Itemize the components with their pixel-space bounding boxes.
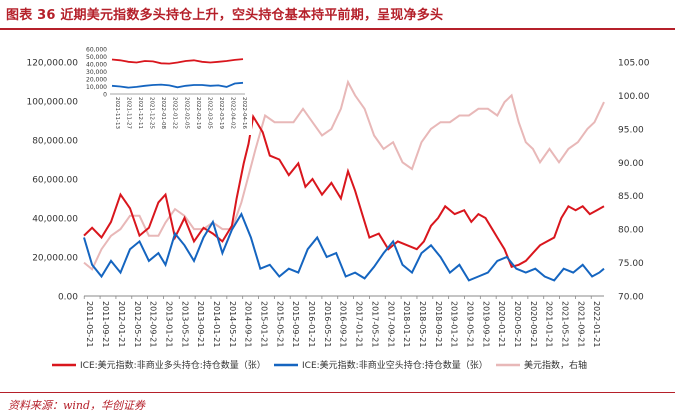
x-tick-label: 2021-01-21 bbox=[545, 301, 554, 348]
title-divider bbox=[0, 28, 675, 30]
y-right-tick-label: 75.00 bbox=[618, 259, 644, 269]
x-tick-label: 2018-05-21 bbox=[418, 301, 427, 348]
inset-x-tick-label: 2022-03-19 bbox=[218, 97, 224, 129]
y-left-tick-label: 40,000.00 bbox=[32, 215, 78, 225]
y-right-tick-label: 100.00 bbox=[618, 92, 650, 102]
x-tick-label: 2022-01-21 bbox=[592, 301, 601, 348]
inset-y-tick-label: 20,000 bbox=[86, 77, 107, 84]
x-tick-label: 2014-09-21 bbox=[244, 301, 253, 348]
y-left-tick-label: 60,000.00 bbox=[32, 176, 78, 186]
x-tick-label: 2018-01-21 bbox=[402, 301, 411, 348]
x-tick-label: 2012-05-21 bbox=[133, 301, 142, 348]
x-tick-label: 2017-09-21 bbox=[386, 301, 395, 348]
x-tick-label: 2017-05-21 bbox=[370, 301, 379, 348]
x-tick-label: 2014-05-21 bbox=[228, 301, 237, 348]
y-right-tick-label: 90.00 bbox=[618, 159, 644, 169]
inset-background bbox=[80, 43, 252, 135]
x-tick-label: 2019-05-21 bbox=[465, 301, 474, 348]
inset-x-tick-label: 2022-02-05 bbox=[183, 97, 189, 129]
x-tick-label: 2020-09-21 bbox=[529, 301, 538, 348]
inset-x-tick-label: 2022-04-16 bbox=[241, 97, 247, 129]
x-tick-label: 2021-09-21 bbox=[576, 301, 585, 348]
x-tick-label: 2011-09-21 bbox=[101, 301, 110, 348]
x-tick-label: 2013-01-21 bbox=[164, 301, 173, 348]
y-right-tick-label: 80.00 bbox=[618, 226, 644, 236]
x-tick-label: 2017-01-21 bbox=[355, 301, 364, 348]
inset-x-tick-label: 2021-12-25 bbox=[149, 97, 155, 129]
x-tick-label: 2015-05-21 bbox=[275, 301, 284, 348]
inset-y-tick-label: 40,000 bbox=[86, 62, 107, 69]
inset-x-tick-label: 2022-01-22 bbox=[172, 97, 178, 129]
y-left-tick-label: 20,000.00 bbox=[32, 254, 78, 264]
inset-y-tick-label: 10,000 bbox=[86, 84, 107, 91]
inset-y-tick-label: 60,000 bbox=[86, 47, 107, 54]
legend-short-label: ICE:美元指数:非商业空头持仓:持仓数量（张） bbox=[302, 359, 488, 371]
y-right-tick-label: 105.00 bbox=[618, 59, 650, 69]
inset-y-tick-label: 30,000 bbox=[86, 69, 107, 76]
inset-x-tick-label: 2021-11-27 bbox=[126, 97, 132, 129]
main-chart: 0.00 20,000.00 40,000.00 60,000.00 80,000.00… bbox=[26, 43, 650, 371]
y-right-tick-label: 95.00 bbox=[618, 125, 644, 135]
y-left-tick-label: 120,000.00 bbox=[26, 59, 78, 69]
y-left-tick-label: 100,000.00 bbox=[26, 98, 78, 108]
legend-long-label: ICE:美元指数:非商业多头持仓:持仓数量（张） bbox=[80, 359, 266, 371]
x-tick-label: 2016-05-21 bbox=[323, 301, 332, 348]
x-tick-label: 2012-09-21 bbox=[149, 301, 158, 348]
x-tick-label: 2014-01-21 bbox=[212, 301, 221, 348]
x-tick-label: 2012-01-21 bbox=[117, 301, 126, 348]
inset-x-tick-label: 2022-03-05 bbox=[206, 97, 212, 129]
y-right-tick-label: 70.00 bbox=[618, 293, 644, 303]
y-left-tick-label: 80,000.00 bbox=[32, 137, 78, 147]
inset-x-tick-label: 2022-02-19 bbox=[195, 97, 201, 129]
x-tick-label: 2013-09-21 bbox=[196, 301, 205, 348]
x-tick-label: 2019-09-21 bbox=[481, 301, 490, 348]
inset-x-tick-label: 2022-01-08 bbox=[160, 97, 166, 129]
y-left-tick-label: 0.00 bbox=[58, 293, 78, 303]
inset-x-tick-label: 2021-11-13 bbox=[114, 97, 120, 129]
x-tick-label: 2011-05-21 bbox=[85, 301, 94, 348]
x-tick-label: 2019-01-21 bbox=[450, 301, 459, 348]
inset-x-tick-label: 2022-04-02 bbox=[229, 97, 235, 129]
source-divider bbox=[0, 392, 675, 393]
inset-long-line bbox=[111, 58, 244, 65]
x-tick-label: 2016-09-21 bbox=[339, 301, 348, 348]
x-tick-label: 2018-09-21 bbox=[434, 301, 443, 348]
inset-short-line bbox=[111, 81, 244, 89]
x-tick-label: 2020-05-21 bbox=[513, 301, 522, 348]
x-tick-label: 2013-05-21 bbox=[180, 301, 189, 348]
inset-x-tick-label: 2021-12-11 bbox=[137, 97, 143, 129]
inset-y-tick-label: 50,000 bbox=[86, 54, 107, 61]
legend-usd-label: 美元指数，右轴 bbox=[524, 359, 587, 371]
short-positions-line bbox=[83, 211, 605, 282]
x-tick-label: 2015-01-21 bbox=[260, 301, 269, 348]
x-tick-label: 2015-09-21 bbox=[291, 301, 300, 348]
y-right-tick-label: 85.00 bbox=[618, 192, 644, 202]
source-note: 资料来源：wind，华创证券 bbox=[8, 399, 146, 412]
inset-y-tick-label: 0 bbox=[103, 92, 107, 99]
x-tick-label: 2021-05-21 bbox=[561, 301, 570, 348]
x-tick-label: 2020-01-21 bbox=[497, 301, 506, 348]
chart-title: 图表 36 近期美元指数多头持仓上升，空头持仓基本持平前期，呈现净多头 bbox=[6, 8, 444, 23]
usd-index-line bbox=[83, 79, 605, 271]
x-tick-label: 2016-01-21 bbox=[307, 301, 316, 348]
long-positions-line bbox=[83, 113, 605, 269]
